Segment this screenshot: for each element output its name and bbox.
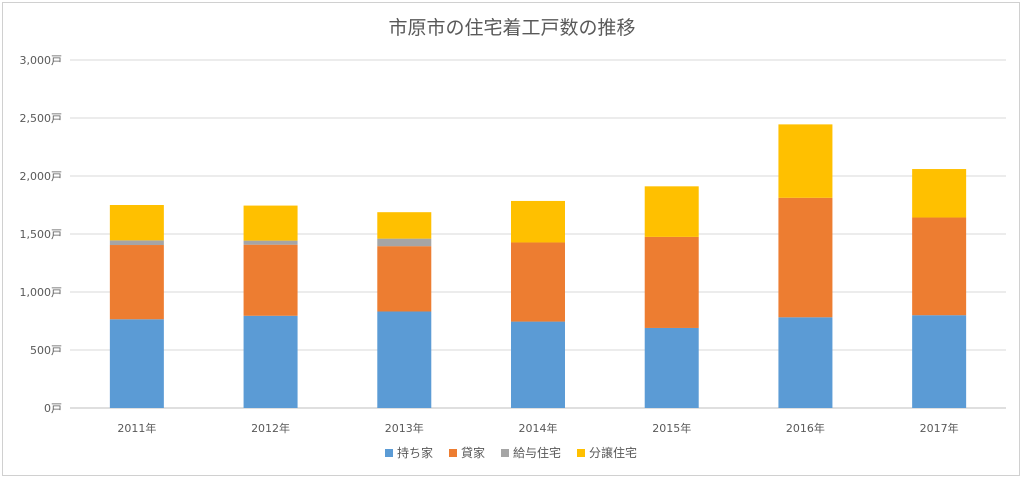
legend: 持ち家 貸家 給与住宅 分譲住宅	[385, 445, 637, 460]
y-axis: 0戸 500戸 1,000戸 1,500戸 2,000戸 2,500戸 3,000戸	[20, 54, 63, 415]
x-axis: 2011年 2012年 2013年 2014年 2015年 2016年 2017年	[117, 421, 958, 435]
bar-segment	[778, 197, 833, 318]
legend-swatch	[577, 449, 585, 457]
bar-segment	[778, 317, 833, 408]
x-tick-label: 2013年	[385, 421, 424, 435]
legend-swatch	[449, 449, 457, 457]
bar-segment	[243, 205, 298, 241]
x-tick-label: 2016年	[786, 421, 825, 435]
y-tick-label: 500戸	[30, 344, 62, 357]
legend-label: 分譲住宅	[589, 445, 637, 460]
gridlines	[70, 59, 1006, 409]
bar-segment	[912, 315, 967, 408]
y-tick-label: 1,000戸	[20, 286, 63, 299]
bars	[109, 124, 967, 408]
bar-segment	[377, 212, 432, 239]
bar-segment	[511, 242, 565, 322]
bar-segment	[243, 315, 298, 408]
bar-segment	[644, 236, 699, 328]
y-tick-label: 1,500戸	[20, 228, 63, 241]
legend-label: 持ち家	[397, 445, 433, 460]
x-tick-label: 2014年	[519, 421, 558, 435]
bar-segment	[377, 238, 432, 247]
y-tick-label: 0戸	[44, 402, 62, 415]
y-tick-label: 2,000戸	[20, 170, 63, 183]
bar-segment	[912, 217, 967, 316]
bar-segment	[644, 186, 699, 237]
bar-segment	[377, 246, 432, 312]
bar-segment	[644, 327, 699, 408]
x-tick-label: 2012年	[251, 421, 290, 435]
legend-swatch	[385, 449, 393, 457]
bar-segment	[109, 240, 164, 246]
bar-segment	[109, 245, 164, 320]
bar-segment	[243, 240, 298, 245]
bar-segment	[243, 244, 298, 316]
x-tick-label: 2017年	[920, 421, 959, 435]
x-tick-label: 2011年	[117, 421, 156, 435]
bar-segment	[511, 200, 565, 243]
y-tick-label: 2,500戸	[20, 112, 63, 125]
chart-title: 市原市の住宅着工戸数の推移	[388, 17, 635, 39]
bar-segment	[109, 205, 164, 241]
bar-segment	[109, 319, 164, 408]
legend-swatch	[501, 449, 509, 457]
legend-label: 貸家	[461, 445, 485, 460]
bar-segment	[912, 169, 967, 218]
legend-label: 給与住宅	[513, 445, 561, 460]
y-tick-label: 3,000戸	[20, 54, 63, 67]
bar-segment	[778, 124, 833, 198]
bar-segment	[511, 321, 565, 408]
bar-segment	[377, 311, 432, 408]
x-tick-label: 2015年	[652, 421, 691, 435]
